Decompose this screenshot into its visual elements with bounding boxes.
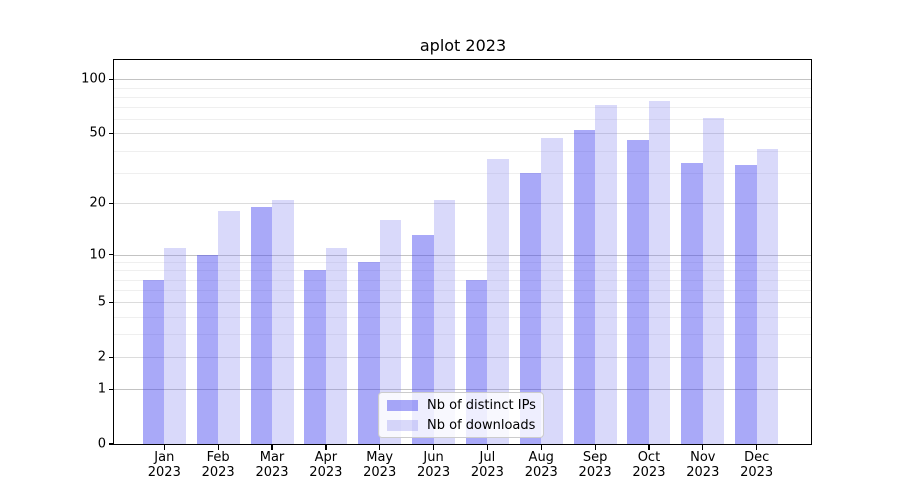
major-gridline (114, 357, 812, 359)
bar-downloads-oct (648, 100, 671, 444)
bar-downloads-jan (164, 247, 186, 444)
bar-ips-sep (573, 130, 596, 444)
major-gridline (114, 203, 812, 205)
x-tick-mark (217, 445, 219, 450)
minor-gridline (114, 334, 812, 336)
y-tick-label: 100 (81, 71, 106, 87)
legend-swatch-distinct-ips (387, 399, 418, 411)
bar-ips-jan (142, 279, 165, 444)
y-tick-label: 5 (97, 294, 106, 310)
y-tick-label: 10 (89, 247, 106, 263)
legend-swatch-downloads (387, 419, 418, 431)
bar-downloads-dec (756, 148, 779, 444)
x-tick-label-mar: Mar 2023 (255, 450, 289, 480)
legend-item-distinct-ips: Nb of distinct IPs (387, 397, 536, 413)
bar-ips-feb (196, 254, 219, 444)
y-tick-mark (109, 132, 114, 135)
bar-ips-nov (681, 163, 703, 444)
bar-ips-oct (627, 139, 649, 444)
x-tick-mark (432, 445, 435, 450)
x-tick-mark (163, 445, 165, 450)
y-tick-label: 0 (97, 436, 106, 452)
bar-ips-mar (250, 207, 272, 444)
x-tick-mark (702, 445, 704, 450)
minor-gridline (114, 96, 812, 98)
minor-gridline (114, 262, 812, 264)
minor-gridline (114, 87, 812, 89)
x-tick-mark (486, 445, 489, 450)
major-gridline (114, 254, 812, 256)
x-tick-label-jun: Jun 2023 (417, 450, 451, 480)
x-tick-label-apr: Apr 2023 (309, 450, 343, 480)
y-tick-label: 20 (89, 195, 106, 211)
bar-downloads-apr (325, 247, 348, 444)
bar-downloads-jul (487, 158, 509, 444)
bar-ips-aug (519, 172, 542, 444)
bar-downloads-may (379, 220, 402, 444)
y-tick-mark (109, 202, 114, 205)
legend-label-downloads: Nb of downloads (427, 417, 536, 433)
y-tick-mark (109, 388, 114, 390)
x-tick-label-sep: Sep 2023 (578, 450, 612, 480)
legend-label-distinct-ips: Nb of distinct IPs (427, 397, 536, 413)
x-tick-label-may: May 2023 (363, 450, 397, 480)
major-gridline (114, 133, 812, 135)
bar-ips-dec (735, 165, 757, 444)
minor-gridline (114, 270, 812, 272)
minor-gridline (114, 107, 812, 109)
legend-item-downloads: Nb of downloads (387, 418, 535, 433)
y-tick-label: 50 (89, 125, 106, 141)
minor-gridline (114, 290, 812, 292)
x-tick-label-nov: Nov 2023 (686, 450, 720, 480)
plot-area (114, 60, 812, 444)
bar-ips-jun (412, 235, 434, 444)
y-tick-mark (109, 443, 114, 445)
x-tick-mark (594, 445, 596, 450)
x-tick-label-oct: Oct 2023 (632, 450, 666, 480)
bar-downloads-feb (218, 211, 240, 444)
minor-gridline (114, 279, 812, 281)
bar-downloads-nov (702, 117, 725, 444)
minor-gridline (114, 119, 812, 121)
x-tick-mark (756, 445, 758, 450)
minor-gridline (114, 150, 812, 152)
minor-gridline (114, 172, 812, 174)
y-tick-label: 1 (97, 381, 106, 397)
x-tick-label-feb: Feb 2023 (201, 450, 235, 480)
x-tick-label-jan: Jan 2023 (147, 450, 181, 480)
legend: Nb of distinct IPs Nb of downloads (378, 392, 544, 438)
x-tick-mark (325, 445, 327, 450)
y-tick-mark (109, 253, 114, 256)
x-tick-mark (540, 445, 542, 450)
bar-ips-apr (304, 270, 326, 444)
x-tick-mark (379, 445, 381, 450)
bar-downloads-mar (272, 199, 294, 444)
y-tick-label: 2 (97, 349, 106, 365)
y-tick-mark (109, 301, 114, 304)
x-tick-mark (271, 445, 273, 450)
major-gridline (114, 79, 812, 81)
minor-gridline (114, 316, 812, 318)
bar-ips-may (358, 262, 380, 444)
chart-title: aplot 2023 (419, 36, 507, 55)
major-gridline (114, 302, 812, 304)
bar-downloads-jun (433, 199, 456, 444)
bar-downloads-sep (595, 104, 617, 444)
x-tick-label-dec: Dec 2023 (740, 450, 774, 480)
x-tick-mark (648, 445, 650, 450)
major-gridline (114, 389, 812, 391)
y-tick-mark (109, 356, 114, 358)
bar-downloads-aug (541, 138, 563, 444)
x-tick-label-aug: Aug 2023 (524, 450, 558, 480)
x-tick-label-jul: Jul 2023 (470, 450, 504, 480)
y-tick-mark (109, 78, 114, 81)
